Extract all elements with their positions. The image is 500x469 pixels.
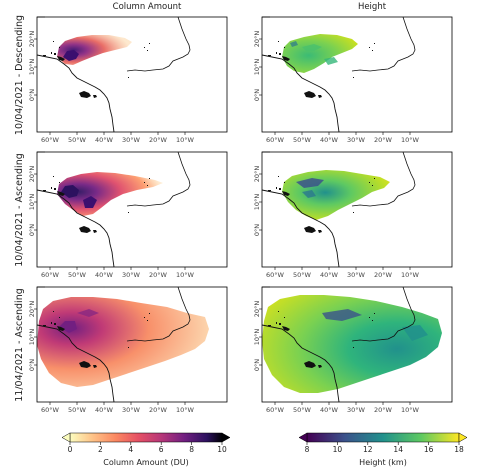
map-panel-r1-column-amount <box>36 16 228 133</box>
lat-tick-label: 20°N <box>28 166 36 183</box>
lon-tick-label: 30°W <box>347 271 366 279</box>
lon-tick-label: 60°W <box>41 271 60 279</box>
colorbar-tick-label: 8 <box>189 445 194 454</box>
lat-tick-label: 10°N <box>28 194 36 211</box>
lon-tick-label: 60°W <box>266 406 285 414</box>
colorbar-tick-label: 2 <box>98 445 103 454</box>
column-title-column-amount: Column Amount <box>113 2 182 12</box>
lon-tick-label: 40°W <box>95 136 114 144</box>
lon-tick-label: 60°W <box>41 406 60 414</box>
colorbar-column-amount-extend-max <box>221 432 231 443</box>
colorbar-column-amount-extend-min <box>61 432 71 443</box>
lat-tick-label: 0°N <box>253 224 261 236</box>
lon-tick-label: 30°W <box>122 406 141 414</box>
lon-tick-label: 50°W <box>293 406 312 414</box>
colorbar-tick-label: 10 <box>333 445 343 454</box>
row-label-2: 10/04/2021 - Ascending <box>14 153 25 266</box>
lon-tick-label: 20°W <box>149 406 168 414</box>
colorbar-tick-label: 16 <box>424 445 434 454</box>
colorbar-tick-label: 10 <box>217 445 227 454</box>
lon-tick-label: 10°W <box>401 406 420 414</box>
colorbar-column-amount-label: Column Amount (DU) <box>103 458 188 467</box>
lon-tick-label: 30°W <box>347 406 366 414</box>
map-panel-r3-column-amount <box>36 286 228 403</box>
lon-tick-label: 50°W <box>68 406 87 414</box>
lat-tick-label: 0°N <box>28 359 36 371</box>
map-panel-r2-height <box>261 151 453 268</box>
lon-tick-label: 30°W <box>347 136 366 144</box>
lon-tick-label: 10°W <box>176 406 195 414</box>
lon-tick-label: 40°W <box>320 271 339 279</box>
lat-tick-label: 10°N <box>253 59 261 76</box>
lon-tick-label: 20°W <box>374 271 393 279</box>
lat-tick-label: 0°N <box>253 89 261 101</box>
lat-tick-label: 0°N <box>253 359 261 371</box>
lat-tick-label: 10°N <box>28 329 36 346</box>
lon-tick-label: 10°W <box>401 271 420 279</box>
lon-tick-label: 40°W <box>320 406 339 414</box>
colorbar-height-ramp <box>306 432 460 443</box>
lat-tick-label: 0°N <box>28 89 36 101</box>
colorbar-height-label: Height (km) <box>359 458 407 467</box>
colorbar-column-amount-ramp <box>69 432 223 443</box>
lon-tick-label: 10°W <box>401 136 420 144</box>
lat-tick-label: 20°N <box>253 301 261 318</box>
lat-tick-label: 20°N <box>28 31 36 48</box>
lon-tick-label: 40°W <box>320 136 339 144</box>
lon-tick-label: 40°W <box>95 271 114 279</box>
lat-tick-label: 10°N <box>253 194 261 211</box>
plume-height <box>282 34 358 73</box>
colorbar-tick-label: 6 <box>159 445 164 454</box>
row-label-1: 10/04/2021 - Descending <box>14 15 25 135</box>
lat-tick-label: 20°N <box>253 31 261 48</box>
lat-tick-label: 20°N <box>28 301 36 318</box>
lon-tick-label: 50°W <box>293 136 312 144</box>
lon-tick-label: 50°W <box>68 136 87 144</box>
lon-tick-label: 10°W <box>176 136 195 144</box>
lon-tick-label: 60°W <box>41 136 60 144</box>
lon-tick-label: 40°W <box>95 406 114 414</box>
map-panel-r1-height <box>261 16 453 133</box>
colorbar-tick-label: 0 <box>68 445 73 454</box>
plume-height <box>262 295 442 393</box>
lon-tick-label: 20°W <box>149 136 168 144</box>
lon-tick-label: 30°W <box>122 136 141 144</box>
colorbar-height-extend-min <box>298 432 308 443</box>
row-label-3: 11/04/2021 - Ascending <box>14 288 25 401</box>
lon-tick-label: 50°W <box>68 271 87 279</box>
lat-tick-label: 0°N <box>28 224 36 236</box>
map-panel-r3-height <box>261 286 453 403</box>
lat-tick-label: 10°N <box>28 59 36 76</box>
colorbar-tick-label: 4 <box>128 445 133 454</box>
colorbar-height-extend-max <box>458 432 468 443</box>
lon-tick-label: 20°W <box>374 136 393 144</box>
map-axis-ticks: 60°W 50°W 40°W 30°W 20°W 10°W 20°N 10°N 0°N 60°W 5… <box>28 31 420 414</box>
colorbar-tick-label: 8 <box>305 445 310 454</box>
colorbar-tick-label: 18 <box>454 445 464 454</box>
lon-tick-label: 60°W <box>266 136 285 144</box>
colorbar-column-amount: 0 2 4 6 8 10 Column Amount (DU) <box>61 432 231 467</box>
map-panel-r2-column-amount <box>36 151 228 268</box>
lon-tick-label: 30°W <box>122 271 141 279</box>
lon-tick-label: 60°W <box>266 271 285 279</box>
lon-tick-label: 50°W <box>293 271 312 279</box>
lat-tick-label: 20°N <box>253 166 261 183</box>
lon-tick-label: 20°W <box>374 406 393 414</box>
lon-tick-label: 20°W <box>149 271 168 279</box>
plume-column-amount <box>57 172 163 216</box>
lat-tick-label: 10°N <box>253 329 261 346</box>
colorbar-tick-label: 14 <box>393 445 403 454</box>
colorbar-height: 8 10 12 14 16 18 Height (km) <box>298 432 468 467</box>
colorbar-tick-label: 12 <box>363 445 373 454</box>
column-title-height: Height <box>358 2 387 12</box>
lon-tick-label: 10°W <box>176 271 195 279</box>
